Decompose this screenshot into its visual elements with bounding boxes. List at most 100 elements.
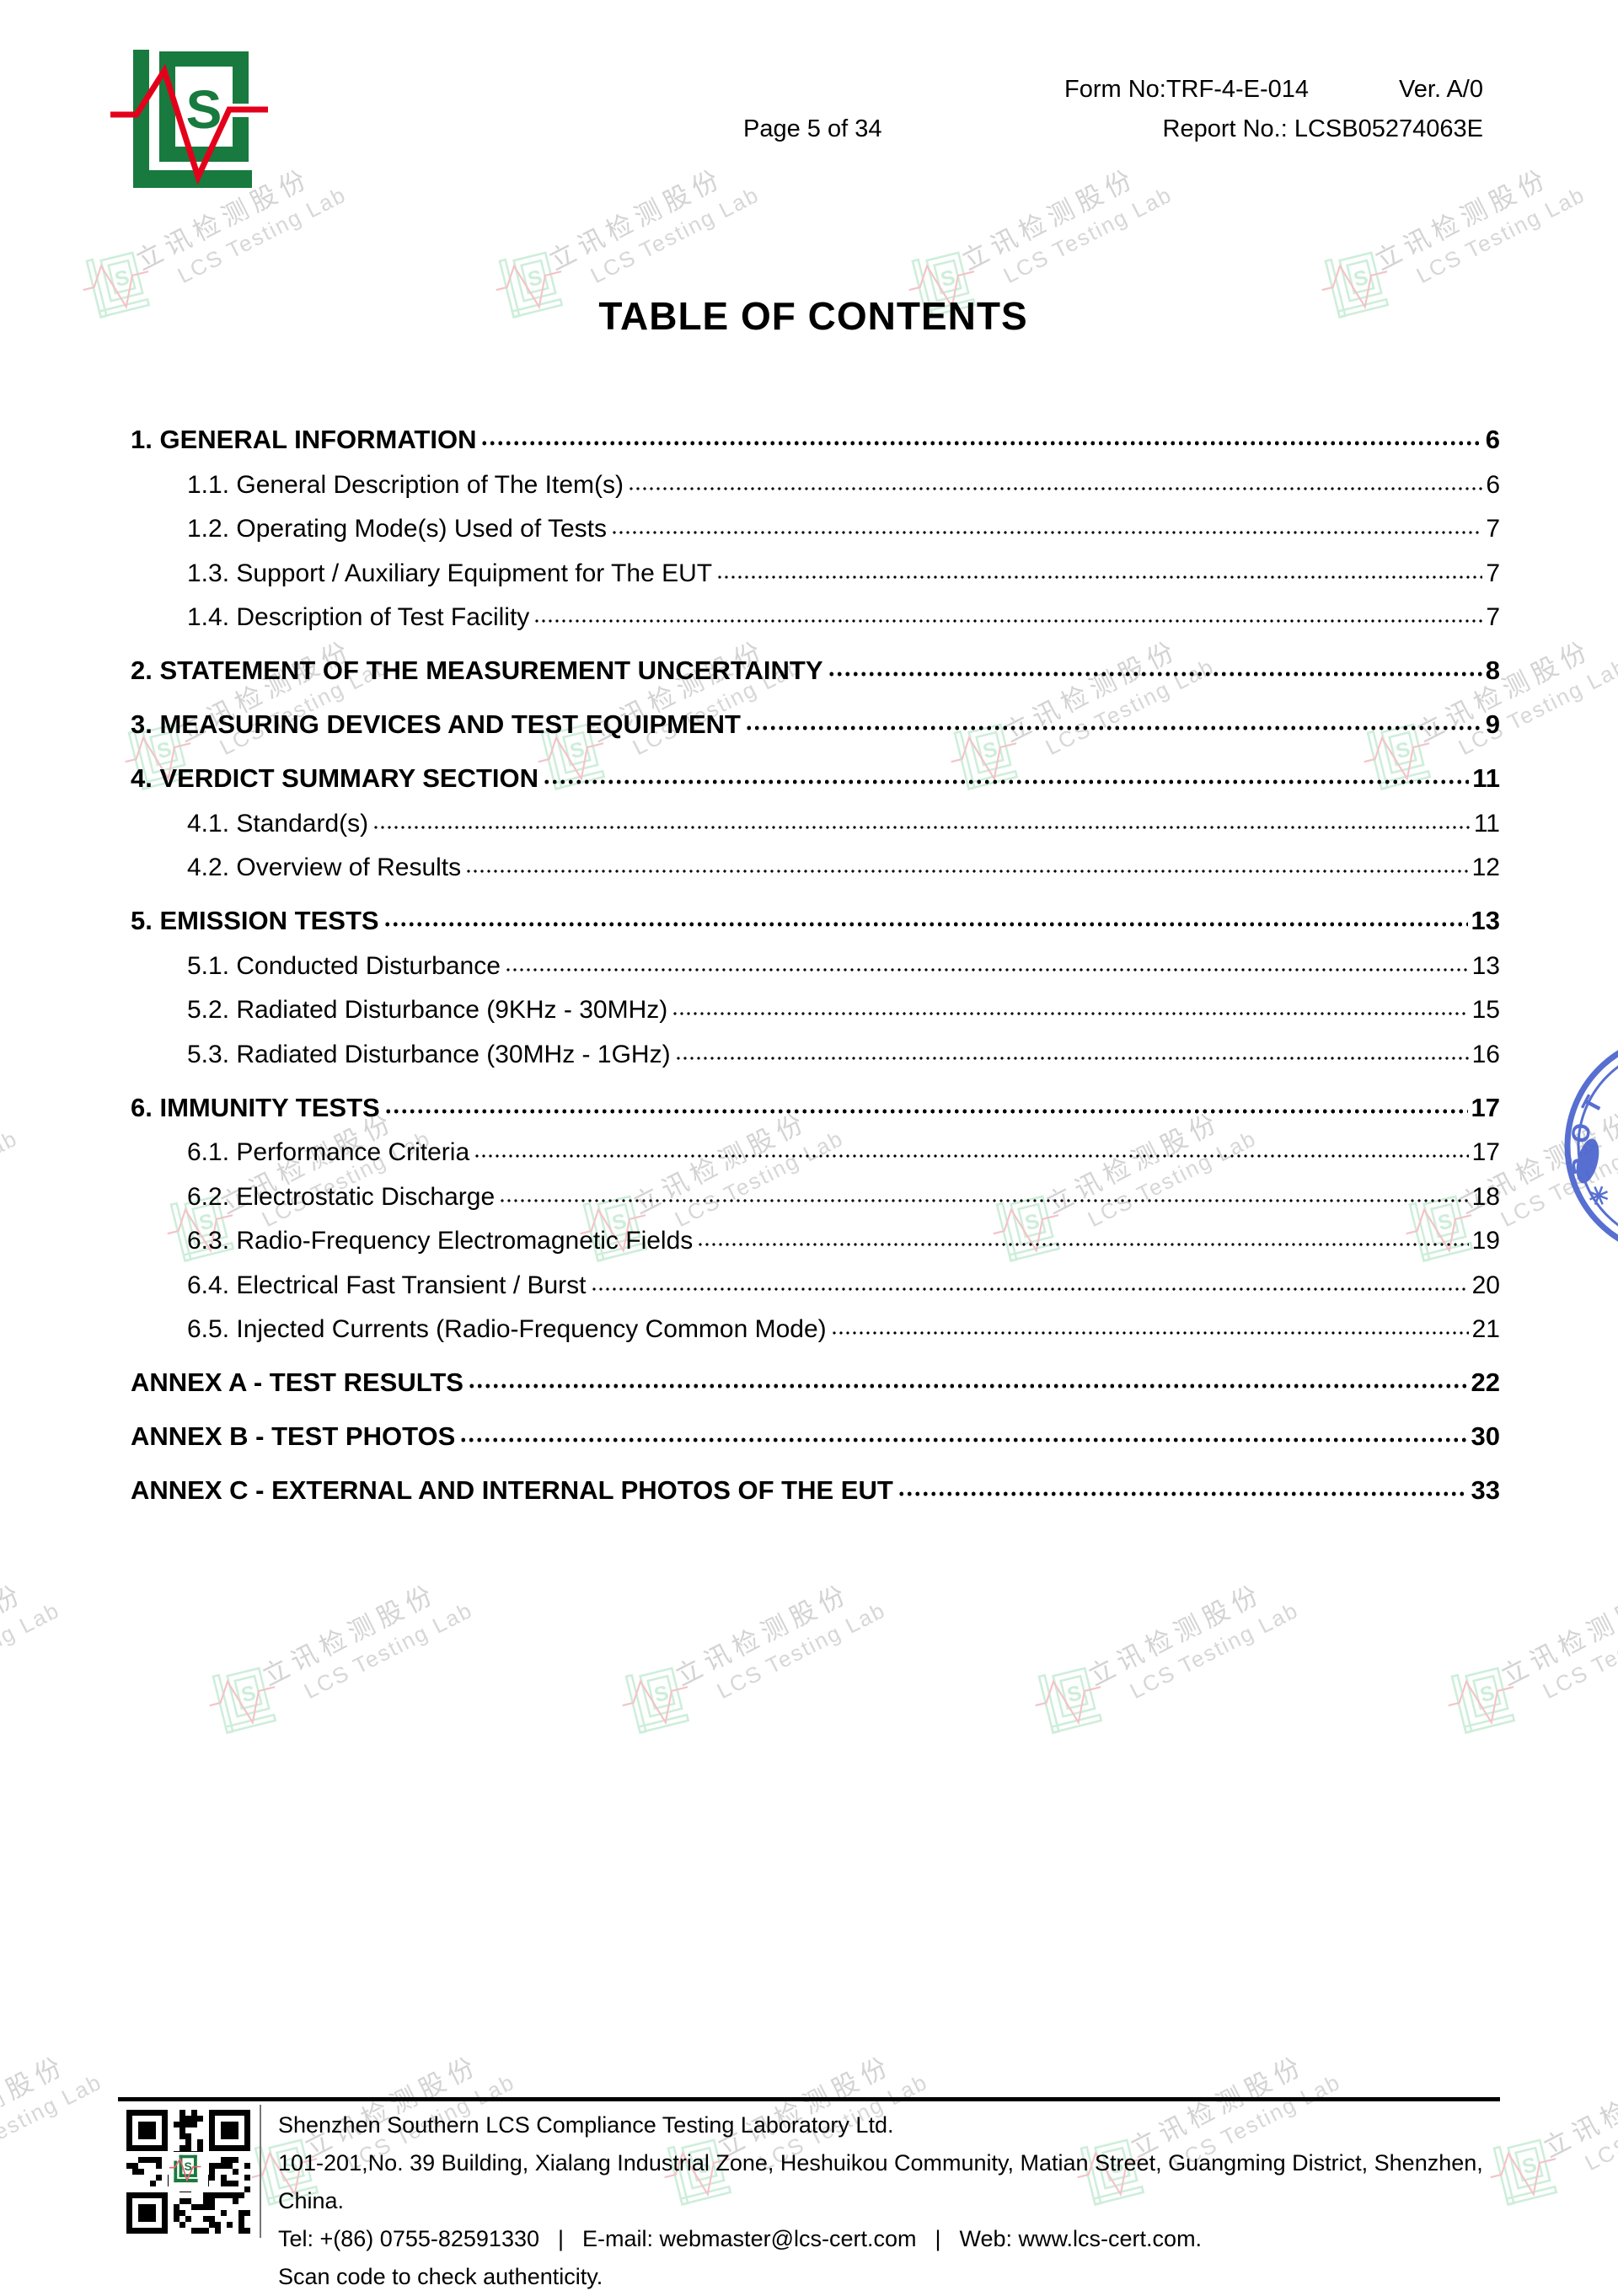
toc-page-number: 15 [1471, 996, 1500, 1025]
toc-page-number: 33 [1471, 1475, 1500, 1506]
toc-page-number: 7 [1486, 603, 1500, 632]
footer-address: 101-201,No. 39 Building, Xialang Industr… [278, 2150, 1483, 2213]
blue-stamp-icon: T O P ✳ [1559, 1021, 1618, 1271]
separator-pipe: | [935, 2226, 941, 2251]
toc-entry[interactable]: 5.2. Radiated Disturbance (9KHz - 30MHz)… [131, 981, 1500, 1025]
table-of-contents: 1. GENERAL INFORMATION 6 1.1. General De… [131, 401, 1500, 1506]
toc-leader-dots [467, 1378, 1468, 1394]
toc-entry-label: ANNEX C - EXTERNAL AND INTERNAL PHOTOS O… [131, 1475, 893, 1506]
toc-entry[interactable]: 1. GENERAL INFORMATION 6 [131, 401, 1500, 455]
footer-email[interactable]: E-mail: webmaster@lcs-cert.com [582, 2226, 917, 2251]
toc-entry-label: 5.3. Radiated Disturbance (30MHz - 1GHz) [187, 1040, 671, 1068]
toc-entry-label: 6.2. Electrostatic Discharge [187, 1182, 496, 1211]
qr-code: S [126, 2110, 250, 2234]
toc-page-number: 9 [1485, 709, 1500, 740]
toc-leader-dots [465, 864, 1469, 878]
toc-entry-label: 1.1. General Description of The Item(s) [187, 470, 624, 499]
toc-entry[interactable]: 6. IMMUNITY TESTS 17 [131, 1069, 1500, 1123]
footer-contact: Tel: +(86) 0755-82591330 | E-mail: webmast… [278, 2220, 1508, 2258]
toc-entry-label: 1.3. Support / Auxiliary Equipment for T… [187, 559, 713, 587]
toc-leader-dots [504, 962, 1469, 977]
toc-leader-dots [827, 666, 1482, 682]
toc-entry-label: 4. VERDICT SUMMARY SECTION [131, 763, 538, 794]
qr-center-logo: S [169, 2152, 208, 2192]
toc-leader-dots [674, 1051, 1469, 1065]
toc-leader-dots [383, 917, 1468, 932]
toc-entry[interactable]: 5.3. Radiated Disturbance (30MHz - 1GHz)… [131, 1025, 1500, 1069]
logo-letter: S [186, 79, 222, 140]
footer-web[interactable]: Web: www.lcs-cert.com. [959, 2226, 1203, 2251]
toc-leader-dots [474, 1149, 1469, 1163]
page-indicator: Page 5 of 34 [743, 115, 882, 142]
toc-entry[interactable]: 1.2. Operating Mode(s) Used of Tests 7 [131, 500, 1500, 544]
toc-page-number: 21 [1471, 1315, 1500, 1344]
form-version: Ver. A/0 [1399, 76, 1483, 103]
toc-leader-dots [499, 1193, 1469, 1207]
toc-entry[interactable]: 1.1. General Description of The Item(s) … [131, 455, 1500, 500]
toc-page-number: 6 [1486, 470, 1500, 499]
toc-page-number: 6 [1485, 425, 1500, 455]
toc-entry-label: 5.2. Radiated Disturbance (9KHz - 30MHz) [187, 996, 668, 1025]
toc-entry[interactable]: 4. VERDICT SUMMARY SECTION 11 [131, 740, 1500, 794]
toc-entry-label: 2. STATEMENT OF THE MEASUREMENT UNCERTAI… [131, 656, 823, 686]
toc-entry-label: 1.2. Operating Mode(s) Used of Tests [187, 515, 608, 543]
toc-leader-dots [716, 570, 1483, 584]
toc-page-number: 18 [1471, 1182, 1500, 1211]
logo-pulse-line [110, 63, 268, 185]
toc-entry[interactable]: 5.1. Conducted Disturbance 13 [131, 936, 1500, 981]
toc-entry[interactable]: 6.1. Performance Criteria 17 [131, 1123, 1500, 1168]
svg-text:S: S [185, 2160, 192, 2173]
toc-entry[interactable]: ANNEX A - TEST RESULTS 22 [131, 1344, 1500, 1398]
toc-leader-dots [611, 526, 1483, 539]
toc-entry[interactable]: ANNEX B - TEST PHOTOS 30 [131, 1398, 1500, 1452]
toc-entry-label: 6. IMMUNITY TESTS [131, 1092, 380, 1122]
toc-entry-label: 1. GENERAL INFORMATION [131, 425, 477, 455]
toc-entry-label: 6.5. Injected Currents (Radio-Frequency … [187, 1315, 827, 1344]
toc-leader-dots [590, 1282, 1469, 1296]
toc-entry[interactable]: 6.5. Injected Currents (Radio-Frequency … [131, 1300, 1500, 1345]
toc-entry[interactable]: 4.1. Standard(s) 11 [131, 794, 1500, 838]
header-form-line: Form No:TRF-4-E-014 Ver. A/0 [1064, 76, 1483, 104]
toc-page-number: 19 [1471, 1227, 1500, 1255]
toc-entry-label: 6.1. Performance Criteria [187, 1138, 470, 1167]
toc-entry-label: 6.4. Electrical Fast Transient / Burst [187, 1271, 587, 1299]
toc-page-number: 16 [1471, 1040, 1500, 1068]
toc-leader-dots [372, 820, 1471, 834]
toc-entry[interactable]: 3. MEASURING DEVICES AND TEST EQUIPMENT … [131, 686, 1500, 740]
toc-entry[interactable]: 6.3. Radio-Frequency Electromagnetic Fie… [131, 1212, 1500, 1256]
footer-info: Shenzhen Southern LCS Compliance Testing… [278, 2106, 1508, 2296]
toc-entry[interactable]: ANNEX C - EXTERNAL AND INTERNAL PHOTOS O… [131, 1452, 1500, 1506]
report-no: Report No.: LCSB05274063E [1162, 115, 1483, 142]
form-no: Form No:TRF-4-E-014 [1064, 76, 1310, 103]
toc-page-number: 17 [1471, 1092, 1500, 1122]
toc-leader-dots [628, 481, 1483, 495]
toc-leader-dots [383, 1103, 1468, 1119]
toc-entry[interactable]: 2. STATEMENT OF THE MEASUREMENT UNCERTAI… [131, 632, 1500, 686]
toc-page-number: 22 [1471, 1367, 1500, 1398]
toc-page-number: 11 [1473, 809, 1500, 838]
toc-leader-dots [830, 1326, 1469, 1340]
toc-page-number: 7 [1486, 515, 1500, 543]
toc-entry-label: 1.4. Description of Test Facility [187, 603, 530, 632]
toc-leader-dots [697, 1238, 1469, 1251]
toc-page-number: 20 [1471, 1271, 1500, 1299]
toc-leader-dots [480, 436, 1482, 451]
toc-entry[interactable]: 4.2. Overview of Results 12 [131, 838, 1500, 883]
toc-entry-label: ANNEX A - TEST RESULTS [131, 1367, 463, 1398]
toc-entry-label: 4.2. Overview of Results [187, 854, 462, 882]
toc-entry-label: 4.1. Standard(s) [187, 809, 369, 838]
toc-entry-label: 6.3. Radio-Frequency Electromagnetic Fie… [187, 1227, 694, 1255]
toc-entry[interactable]: 6.4. Electrical Fast Transient / Burst 2… [131, 1255, 1500, 1300]
toc-entry-label: ANNEX B - TEST PHOTOS [131, 1421, 456, 1452]
toc-entry[interactable]: 6.2. Electrostatic Discharge 18 [131, 1167, 1500, 1212]
toc-leader-dots [672, 1007, 1469, 1020]
footer-company: Shenzhen Southern LCS Compliance Testing… [278, 2112, 894, 2138]
toc-entry[interactable]: 1.3. Support / Auxiliary Equipment for T… [131, 543, 1500, 588]
lcs-logo: S [110, 50, 268, 188]
toc-entry[interactable]: 1.4. Description of Test Facility 7 [131, 588, 1500, 633]
footer-divider [260, 2105, 261, 2238]
toc-leader-dots [897, 1486, 1468, 1501]
page-title: TABLE OF CONTENTS [598, 294, 1028, 338]
toc-entry[interactable]: 5. EMISSION TESTS 13 [131, 882, 1500, 936]
